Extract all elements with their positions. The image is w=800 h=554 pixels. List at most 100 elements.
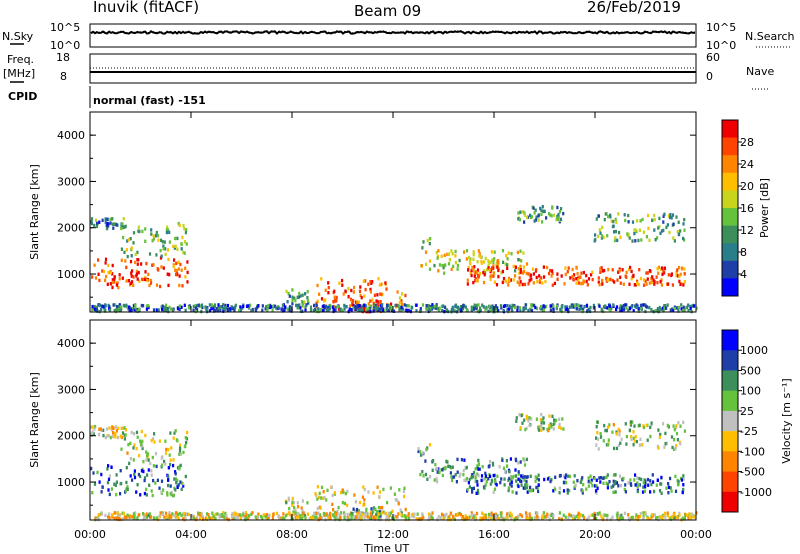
heatmap-cell <box>546 514 549 519</box>
heatmap-cell <box>422 515 425 520</box>
heatmap-cell <box>172 436 175 440</box>
heatmap-cell <box>336 304 339 309</box>
heatmap-cell <box>569 514 572 518</box>
heatmap-cell <box>493 250 496 254</box>
heatmap-cell <box>661 516 664 521</box>
heatmap-cell <box>477 462 481 466</box>
heatmap-cell <box>679 282 682 287</box>
heatmap-cell <box>456 457 459 462</box>
heatmap-cell <box>371 298 374 302</box>
cpid-value: normal (fast) -151 <box>93 94 206 107</box>
heatmap-cell <box>109 217 112 221</box>
heatmap-cell <box>301 509 304 513</box>
heatmap-cell <box>239 308 243 312</box>
heatmap-cell <box>608 304 612 308</box>
heatmap-cell <box>658 435 661 439</box>
heatmap-cell <box>171 512 174 516</box>
heatmap-cell <box>96 470 99 475</box>
heatmap-cell <box>476 268 480 272</box>
heatmap-cell <box>639 276 642 281</box>
heatmap-cell <box>439 516 442 520</box>
heatmap-cell <box>185 242 188 246</box>
heatmap-cell <box>503 483 506 487</box>
heatmap-cell <box>562 480 566 485</box>
heatmap-cell <box>272 512 275 516</box>
heatmap-cell <box>100 490 103 494</box>
heatmap-cell <box>558 417 561 421</box>
heatmap-cell <box>646 271 649 275</box>
heatmap-cell <box>482 280 486 285</box>
heatmap-cell <box>147 468 150 472</box>
heatmap-cell <box>542 304 545 308</box>
heatmap-cell <box>538 425 541 429</box>
heatmap-cell <box>562 211 565 216</box>
heatmap-cell <box>528 416 531 420</box>
heatmap-cell <box>481 303 484 307</box>
heatmap-cell <box>633 424 636 428</box>
heatmap-cell <box>636 281 639 285</box>
heatmap-cell <box>173 477 176 481</box>
heatmap-cell <box>107 512 111 516</box>
heatmap-cell <box>369 287 372 292</box>
heatmap-cell <box>504 304 507 308</box>
heatmap-cell <box>302 511 305 515</box>
heatmap-cell <box>571 267 574 272</box>
y-tick-label: 1000 <box>57 476 85 489</box>
heatmap-cell <box>170 307 173 311</box>
heatmap-cell <box>458 511 461 516</box>
heatmap-cell <box>182 484 185 488</box>
heatmap-cell <box>511 303 514 308</box>
heatmap-cell <box>112 426 115 430</box>
heatmap-cell <box>599 432 602 436</box>
heatmap-cell <box>140 429 143 434</box>
heatmap-cell <box>515 479 518 483</box>
heatmap-cell <box>260 514 263 519</box>
heatmap-cell <box>145 304 148 308</box>
heatmap-cell <box>604 428 607 433</box>
heatmap-cell <box>431 305 435 310</box>
heatmap-cell <box>476 479 479 484</box>
heatmap-cell <box>102 428 105 432</box>
y-tick-label: 2000 <box>57 222 85 235</box>
heatmap-cell <box>150 473 153 477</box>
heatmap-cell <box>186 280 189 284</box>
heatmap-cell <box>615 305 619 309</box>
heatmap-cell <box>119 492 122 496</box>
heatmap-cell <box>315 301 318 305</box>
heatmap-cell <box>525 262 529 266</box>
heatmap-cell <box>129 237 132 241</box>
heatmap-cell <box>609 215 612 219</box>
heatmap-cell <box>639 306 642 310</box>
heatmap-cell <box>436 467 439 471</box>
heatmap-cell <box>458 474 461 478</box>
heatmap-cell <box>311 516 314 520</box>
heatmap-cell <box>537 218 540 222</box>
heatmap-cell <box>95 305 99 310</box>
heatmap-cell <box>120 447 123 451</box>
heatmap-cell <box>134 511 137 515</box>
heatmap-cell <box>115 305 119 309</box>
heatmap-cell <box>673 447 676 451</box>
heatmap-cell <box>536 486 539 490</box>
heatmap-cell <box>407 304 410 308</box>
heatmap-cell <box>149 461 152 466</box>
heatmap-cell <box>281 307 284 311</box>
heatmap-cell <box>690 512 693 516</box>
heatmap-cell <box>332 307 335 312</box>
y-tick-label: 1000 <box>57 268 85 281</box>
heatmap-cell <box>659 432 662 437</box>
heatmap-cell <box>395 515 398 519</box>
heatmap-cell <box>535 268 538 272</box>
heatmap-cell <box>398 300 401 305</box>
heatmap-cell <box>467 481 470 485</box>
heatmap-cell <box>580 271 583 275</box>
heatmap-cell <box>292 501 296 505</box>
heatmap-cell <box>121 426 125 430</box>
heatmap-cell <box>668 230 671 235</box>
heatmap-cell <box>653 228 656 232</box>
heatmap-cell <box>126 451 129 455</box>
heatmap-cell <box>374 515 377 520</box>
heatmap-cell <box>146 452 150 456</box>
heatmap-cell <box>476 260 479 264</box>
heatmap-cell <box>616 238 619 243</box>
